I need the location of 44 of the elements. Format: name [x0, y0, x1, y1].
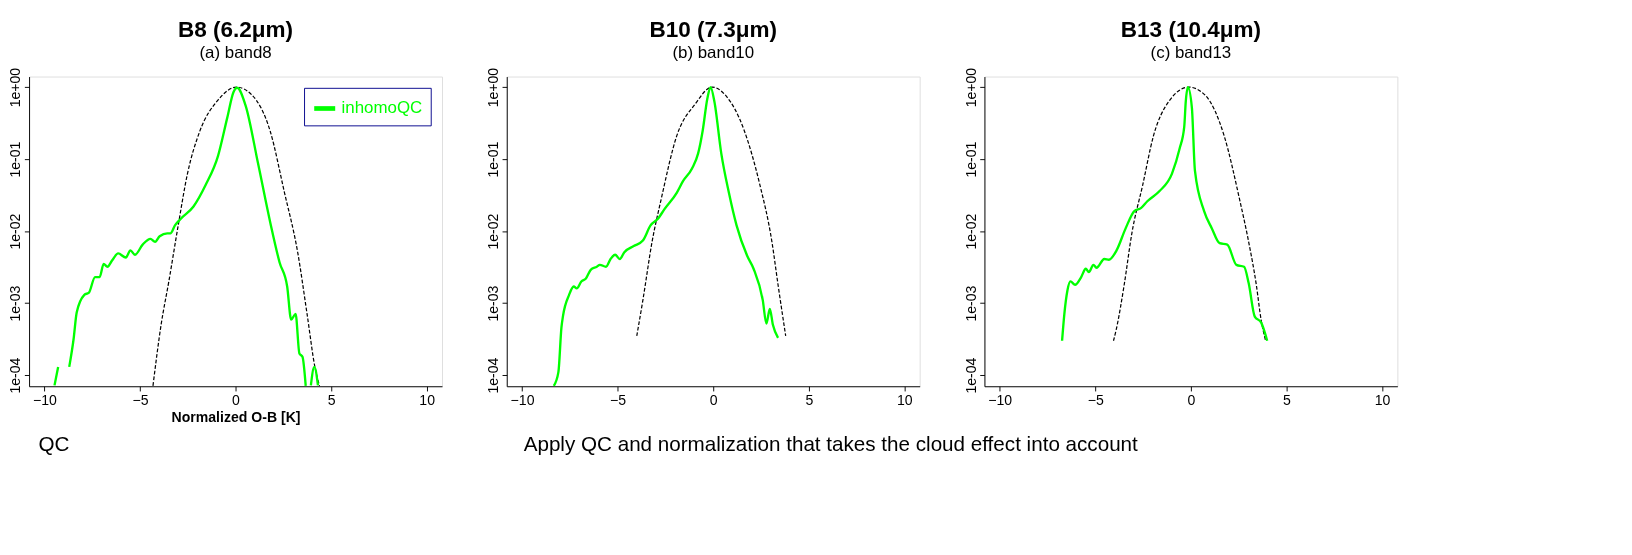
y-tick-label: 1e-02: [962, 213, 979, 250]
chart-subtitle: (b) band10: [672, 42, 755, 62]
x-tick-label: 0: [232, 391, 241, 408]
text: QC: [38, 432, 70, 456]
y-tick-label: 1e-04: [962, 357, 979, 394]
x-tick-label: −10: [510, 391, 535, 408]
y-tick-label: 1e-04: [484, 357, 501, 394]
text: Apply QC and normalization that takes the cloud effect into account: [523, 432, 1139, 456]
y-tick-label: 1e-04: [7, 357, 24, 394]
y-tick-label: 1e-02: [7, 213, 24, 250]
x-tick-label: −5: [1087, 391, 1104, 408]
x-tick-label: 5: [805, 391, 814, 408]
y-tick-label: 1e-01: [484, 141, 501, 178]
x-tick-label: 10: [897, 391, 913, 408]
y-tick-label: 1e-02: [484, 213, 501, 250]
line-series: [1112, 86, 1267, 342]
legend-label: inhomoQC: [341, 98, 423, 118]
x-axis-title: Normalized O-B [K]: [171, 409, 301, 426]
y-tick-label: 1e+00: [7, 67, 24, 108]
y-tick-label: 1e-03: [484, 285, 501, 322]
chart-subtitle: (c) band13: [1150, 42, 1232, 62]
y-tick-label: 1e+00: [484, 67, 501, 108]
x-tick-label: −5: [132, 391, 149, 408]
line-series: [552, 85, 780, 387]
chart-subtitle: (a) band8: [199, 42, 272, 62]
y-tick-label: 1e-01: [962, 141, 979, 178]
x-tick-label: 5: [1283, 391, 1292, 408]
x-tick-label: −5: [610, 391, 627, 408]
chart-title: B10 (7.3μm): [649, 17, 778, 43]
chart-title: B8 (6.2μm): [177, 17, 294, 43]
x-tick-label: 0: [709, 391, 718, 408]
line-series: [1060, 85, 1269, 342]
x-tick-label: 5: [327, 391, 336, 408]
y-tick-label: 1e-03: [962, 285, 979, 322]
y-tick-label: 1e+00: [962, 67, 979, 108]
x-tick-label: −10: [32, 391, 57, 408]
line-series: [636, 86, 787, 337]
x-tick-label: 10: [419, 391, 436, 408]
chart-title: B13 (10.4μm): [1120, 17, 1262, 43]
x-tick-label: 0: [1187, 391, 1196, 408]
x-tick-label: 10: [1374, 391, 1391, 408]
y-tick-label: 1e-03: [7, 285, 24, 322]
y-tick-label: 1e-01: [7, 141, 24, 178]
x-tick-label: −10: [988, 391, 1013, 408]
